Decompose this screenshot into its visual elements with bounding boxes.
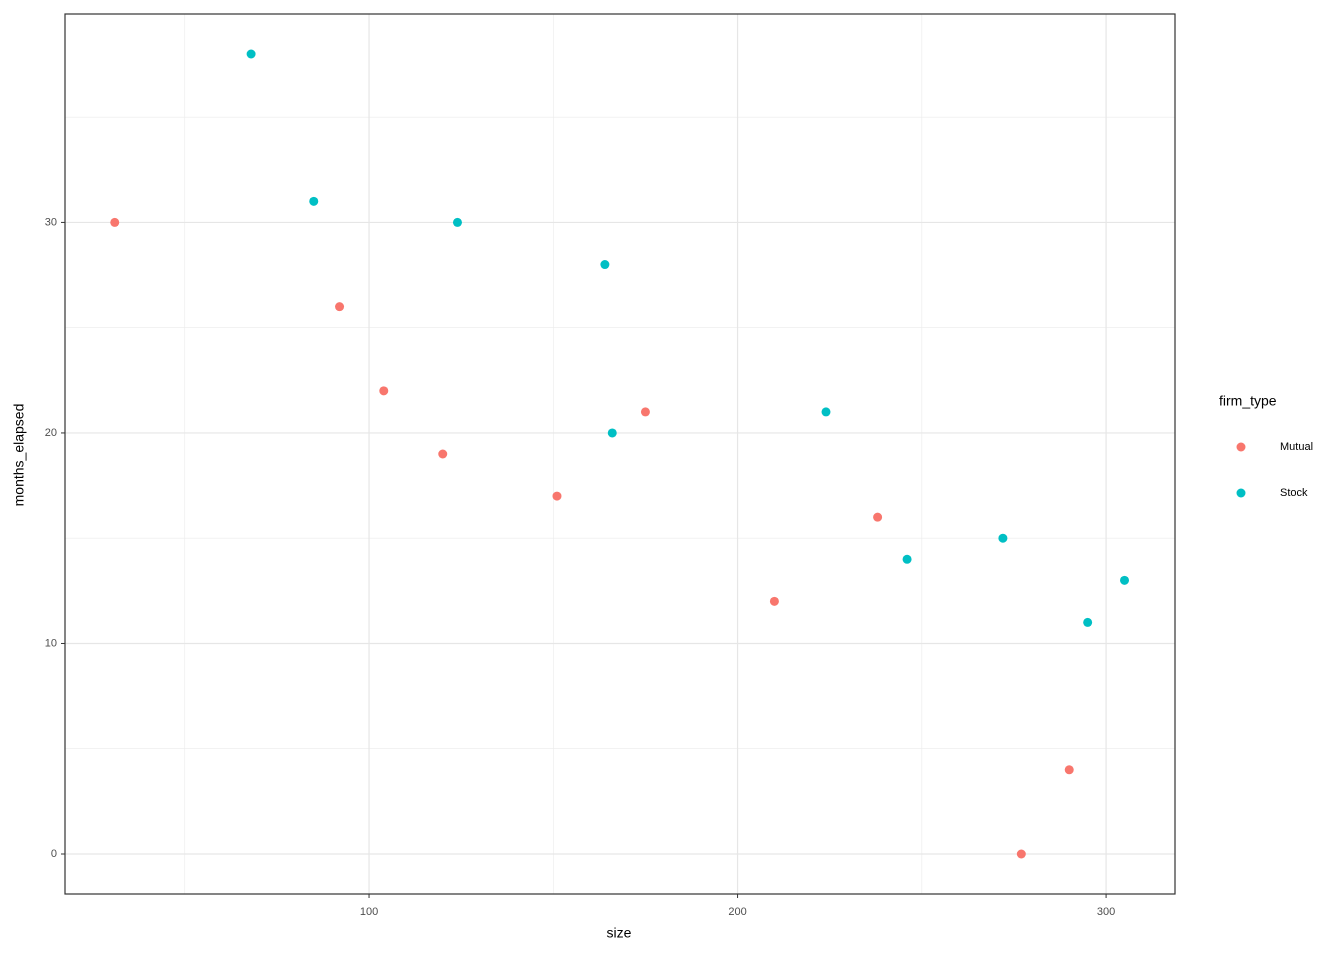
point — [998, 533, 1008, 543]
point — [873, 512, 883, 522]
legend-label: Mutual — [1280, 441, 1313, 453]
plot-border — [64, 13, 1176, 895]
point — [309, 196, 319, 206]
legend-title: firm_type — [1219, 393, 1277, 409]
x-tick-label: 100 — [360, 906, 378, 918]
point — [769, 596, 779, 606]
y-tick-label: 0 — [51, 848, 57, 860]
point — [552, 491, 562, 501]
y-tick-label: 30 — [45, 216, 57, 228]
x-tick-label: 200 — [728, 906, 746, 918]
point — [379, 386, 389, 396]
point — [1083, 617, 1093, 627]
point — [438, 449, 448, 459]
point — [1016, 849, 1026, 859]
point — [607, 428, 617, 438]
legend-key — [1236, 442, 1246, 452]
point — [600, 260, 610, 270]
x-tick-label: 300 — [1097, 906, 1115, 918]
y-tick-label: 20 — [45, 427, 57, 439]
point — [640, 407, 650, 417]
point — [335, 302, 345, 312]
point — [246, 49, 256, 59]
points — [110, 49, 1130, 859]
point — [902, 554, 912, 564]
grid — [65, 14, 1175, 894]
point — [110, 217, 120, 227]
point — [1120, 575, 1130, 585]
point — [821, 407, 831, 417]
point — [452, 217, 462, 227]
legend-key — [1236, 488, 1246, 498]
x-axis-title: size — [607, 925, 632, 941]
y-axis-title: months_elapsed — [11, 404, 27, 507]
legend-label: Stock — [1280, 487, 1308, 499]
point — [1064, 765, 1074, 775]
y-tick-label: 10 — [45, 637, 57, 649]
